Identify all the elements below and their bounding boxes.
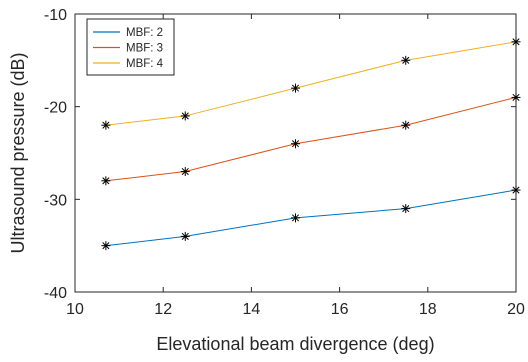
marker-stroke	[181, 112, 189, 120]
legend: MBF: 2 MBF: 3 MBF: 4	[86, 18, 175, 76]
marker-stroke	[512, 186, 520, 194]
data-point	[291, 213, 300, 223]
x-tick-label: 14	[243, 301, 261, 318]
data-point	[511, 92, 521, 102]
y-tick-label: -40	[44, 285, 67, 302]
y-tick-label: -20	[44, 100, 67, 117]
data-point	[180, 167, 190, 177]
x-tick-label: 18	[419, 301, 437, 318]
data-point	[101, 241, 111, 251]
data-point	[291, 139, 300, 149]
marker-stroke	[402, 56, 410, 64]
data-point	[511, 185, 521, 195]
x-tick-label: 10	[66, 301, 84, 318]
marker-stroke	[402, 205, 410, 213]
data-point	[401, 55, 411, 65]
data-point	[101, 176, 111, 186]
marker-stroke	[102, 177, 110, 185]
axis-ticks: 10 12 14 16 18 20 -10 -20 -30 -40	[44, 7, 525, 318]
marker-stroke	[512, 93, 520, 101]
data-point	[180, 231, 190, 241]
legend-label-3: MBF: 4	[126, 58, 164, 70]
x-tick-label: 12	[154, 301, 172, 318]
x-tick-label: 16	[331, 301, 349, 318]
x-tick-label: 20	[507, 301, 525, 318]
data-point	[101, 120, 111, 130]
data-point	[401, 120, 411, 130]
y-axis-label: Ultrasound pressure (dB)	[8, 52, 28, 253]
series-lines	[101, 37, 521, 251]
marker-stroke	[291, 140, 300, 148]
marker-stroke	[102, 242, 110, 250]
marker-stroke	[512, 38, 520, 46]
data-point	[401, 204, 411, 214]
legend-label-1: MBF: 2	[126, 27, 163, 39]
data-point	[511, 37, 521, 47]
marker-stroke	[181, 232, 189, 240]
y-tick-label: -30	[44, 192, 67, 209]
marker-stroke	[102, 121, 110, 129]
y-tick-label: -10	[44, 7, 67, 24]
x-axis-label: Elevational beam divergence (deg)	[156, 334, 434, 354]
marker-stroke	[181, 167, 189, 176]
marker-stroke	[291, 84, 300, 92]
data-point	[180, 111, 190, 121]
marker-stroke	[402, 121, 410, 129]
marker-stroke	[291, 214, 300, 222]
data-point	[291, 83, 300, 93]
legend-label-2: MBF: 3	[126, 43, 163, 55]
